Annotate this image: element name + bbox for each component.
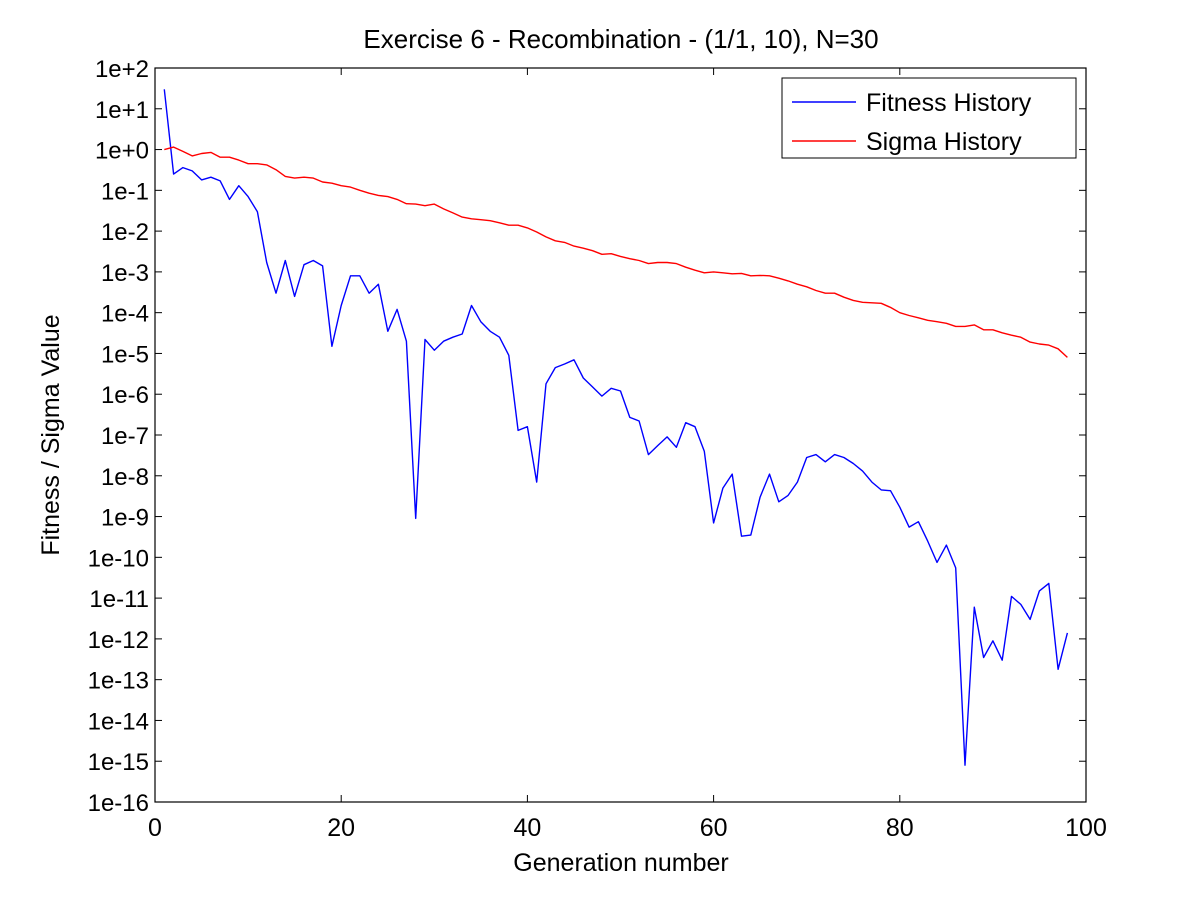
y-tick-label: 1e-2 [101,219,149,246]
x-tick-label: 80 [886,814,914,842]
x-tick-label: 100 [1065,814,1107,842]
series-line-fitness-history [163,89,1069,766]
y-tick-label: 1e+1 [95,97,149,124]
y-tick-label: 1e-8 [101,464,149,491]
y-tick-label: 1e+0 [95,138,149,165]
plot-area [155,68,1086,802]
legend: Fitness History Sigma History [781,77,1077,159]
y-axis-label: Fitness / Sigma Value [37,314,65,555]
x-tick-label: 40 [513,814,541,842]
y-tick-label: 1e-14 [88,708,149,735]
x-axis-ticks: 0 20 40 60 80 100 [148,68,1107,842]
y-tick-label: 1e-3 [101,260,149,287]
y-tick-label: 1e-12 [88,627,149,654]
legend-label-sigma-history: Sigma History [866,128,1022,156]
y-tick-label: 1e-7 [101,423,149,450]
y-tick-label: 1e+2 [95,56,149,83]
legend-box [781,77,1077,159]
y-tick-label: 1e-11 [89,586,149,613]
y-tick-label: 1e-6 [101,382,149,409]
y-tick-label: 1e-4 [101,301,149,328]
y-tick-label: 1e-16 [88,790,149,817]
y-tick-label: 1e-5 [101,341,149,368]
y-tick-label: 1e-1 [101,178,149,205]
x-axis-label: Generation number [513,849,728,877]
x-tick-label: 60 [700,814,728,842]
y-tick-label: 1e-13 [88,668,149,695]
y-tick-label: 1e-9 [101,505,149,532]
series-line-sigma-history [164,146,1068,358]
y-axis-ticks: 1e-16 1e-15 1e-14 1e-13 1e-12 1e-11 1e-10 1e-9 1… [88,56,1086,817]
legend-label-fitness-history: Fitness History [866,89,1032,117]
x-tick-label: 20 [327,814,355,842]
chart-title: Exercise 6 - Recombination - (1/1, 10), … [363,24,878,54]
x-tick-label: 0 [148,814,162,842]
series-layer [163,89,1069,766]
y-tick-label: 1e-10 [88,545,149,572]
y-tick-label: 1e-15 [88,749,149,776]
plot-frame [154,67,1087,803]
